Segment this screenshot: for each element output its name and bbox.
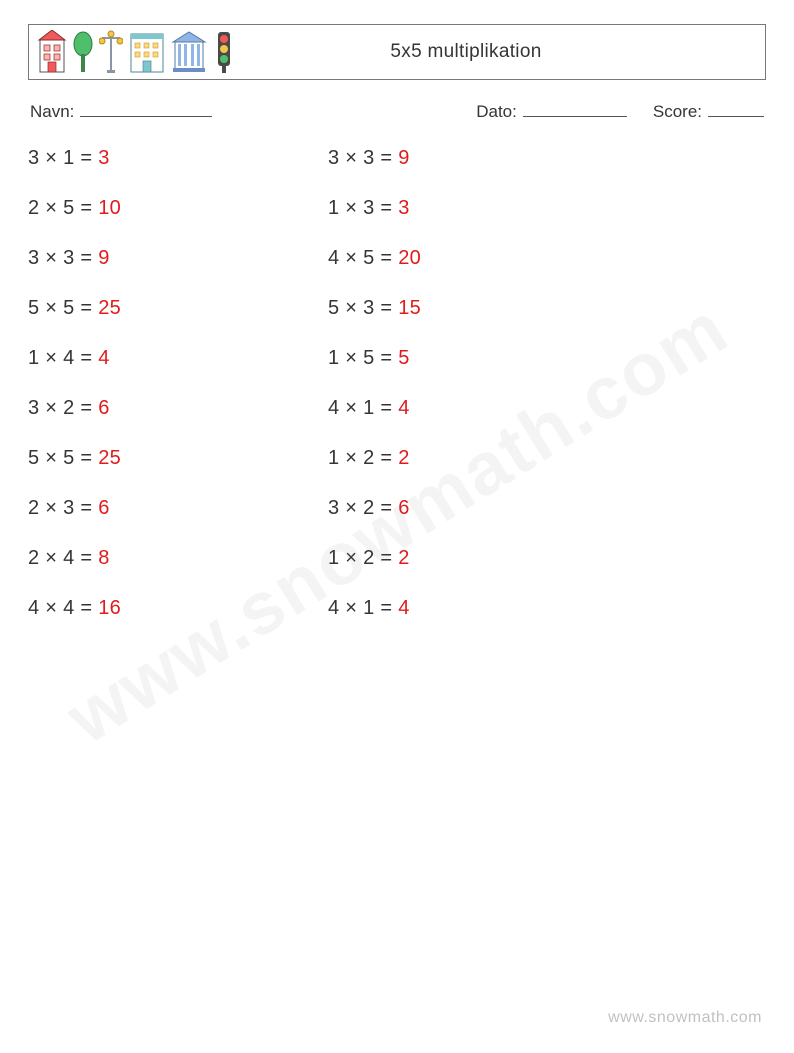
problem-row: 1 × 5 = 5 — [328, 348, 628, 368]
bank-icon — [171, 30, 207, 74]
problem-expression: 5 × 5 = — [28, 297, 98, 319]
problem-answer: 4 — [398, 597, 409, 619]
problems-column-right: 3 × 3 = 9 1 × 3 = 3 4 × 5 = 20 5 × 3 = 15 1 … — [328, 148, 628, 648]
problem-answer: 10 — [98, 197, 121, 219]
problem-expression: 4 × 1 = — [328, 397, 398, 419]
problem-expression: 1 × 5 = — [328, 347, 398, 369]
problem-row: 4 × 1 = 4 — [328, 398, 628, 418]
problem-row: 4 × 5 = 20 — [328, 248, 628, 268]
problem-row: 1 × 4 = 4 — [28, 348, 328, 368]
worksheet-header: 5x5 multiplikation — [28, 24, 766, 80]
problem-row: 5 × 3 = 15 — [328, 298, 628, 318]
date-label: Dato: — [476, 102, 517, 122]
footer-url: www.snowmath.com — [608, 1009, 762, 1027]
problem-row: 3 × 3 = 9 — [28, 248, 328, 268]
score-label: Score: — [653, 102, 702, 122]
problem-expression: 5 × 3 = — [328, 297, 398, 319]
problem-expression: 5 × 5 = — [28, 447, 98, 469]
problem-row: 1 × 2 = 2 — [328, 448, 628, 468]
worksheet-title: 5x5 multiplikation — [235, 41, 757, 63]
problem-expression: 1 × 2 = — [328, 447, 398, 469]
problem-answer: 25 — [98, 447, 121, 469]
date-blank[interactable] — [523, 98, 627, 117]
problem-row: 5 × 5 = 25 — [28, 448, 328, 468]
problem-expression: 4 × 4 = — [28, 597, 98, 619]
problem-answer: 9 — [398, 147, 409, 169]
problem-expression: 3 × 2 = — [28, 397, 98, 419]
problem-row: 3 × 3 = 9 — [328, 148, 628, 168]
problem-answer: 8 — [98, 547, 109, 569]
score-blank[interactable] — [708, 98, 764, 117]
problem-row: 5 × 5 = 25 — [28, 298, 328, 318]
office-blue-icon — [129, 30, 165, 74]
problem-expression: 1 × 3 = — [328, 197, 398, 219]
street-lamp-icon — [99, 30, 123, 74]
problem-expression: 3 × 1 = — [28, 147, 98, 169]
tree-icon — [73, 30, 93, 74]
problem-answer: 2 — [398, 447, 409, 469]
problem-expression: 2 × 3 = — [28, 497, 98, 519]
meta-row: Navn: Dato: Score: — [28, 98, 766, 140]
problem-row: 2 × 5 = 10 — [28, 198, 328, 218]
problem-answer: 5 — [398, 347, 409, 369]
problem-expression: 3 × 3 = — [28, 247, 98, 269]
problem-expression: 1 × 4 = — [28, 347, 98, 369]
problem-row: 2 × 3 = 6 — [28, 498, 328, 518]
problem-answer: 15 — [398, 297, 421, 319]
problems-area: 3 × 1 = 32 × 5 = 103 × 3 = 95 × 5 = 251 … — [28, 140, 766, 648]
problem-row: 4 × 4 = 16 — [28, 598, 328, 618]
problem-row: 3 × 1 = 3 — [28, 148, 328, 168]
problem-expression: 1 × 2 = — [328, 547, 398, 569]
name-label: Navn: — [30, 102, 74, 122]
name-blank[interactable] — [80, 98, 212, 117]
problem-expression: 2 × 5 = — [28, 197, 98, 219]
problem-answer: 9 — [98, 247, 109, 269]
building-red-icon — [37, 30, 67, 74]
problem-row: 3 × 2 = 6 — [28, 398, 328, 418]
problem-answer: 6 — [98, 397, 109, 419]
problem-answer: 4 — [98, 347, 109, 369]
traffic-light-icon — [213, 30, 235, 74]
problem-answer: 3 — [98, 147, 109, 169]
problem-row: 2 × 4 = 8 — [28, 548, 328, 568]
problem-expression: 3 × 3 = — [328, 147, 398, 169]
problem-answer: 2 — [398, 547, 409, 569]
header-icon-strip — [37, 30, 235, 74]
problem-answer: 6 — [98, 497, 109, 519]
problem-answer: 6 — [398, 497, 409, 519]
problem-answer: 3 — [398, 197, 409, 219]
problem-expression: 4 × 1 = — [328, 597, 398, 619]
problem-expression: 2 × 4 = — [28, 547, 98, 569]
problem-expression: 4 × 5 = — [328, 247, 398, 269]
problem-answer: 25 — [98, 297, 121, 319]
problems-column-left: 3 × 1 = 3 2 × 5 = 10 3 × 3 = 9 5 × 5 = 25 1 … — [28, 148, 328, 648]
problem-row: 1 × 3 = 3 — [328, 198, 628, 218]
problem-row: 1 × 2 = 2 — [328, 548, 628, 568]
problem-expression: 3 × 2 = — [328, 497, 398, 519]
problem-answer: 20 — [398, 247, 421, 269]
problem-answer: 4 — [398, 397, 409, 419]
problem-row: 4 × 1 = 4 — [328, 598, 628, 618]
problem-answer: 16 — [98, 597, 121, 619]
problem-row: 3 × 2 = 6 — [328, 498, 628, 518]
